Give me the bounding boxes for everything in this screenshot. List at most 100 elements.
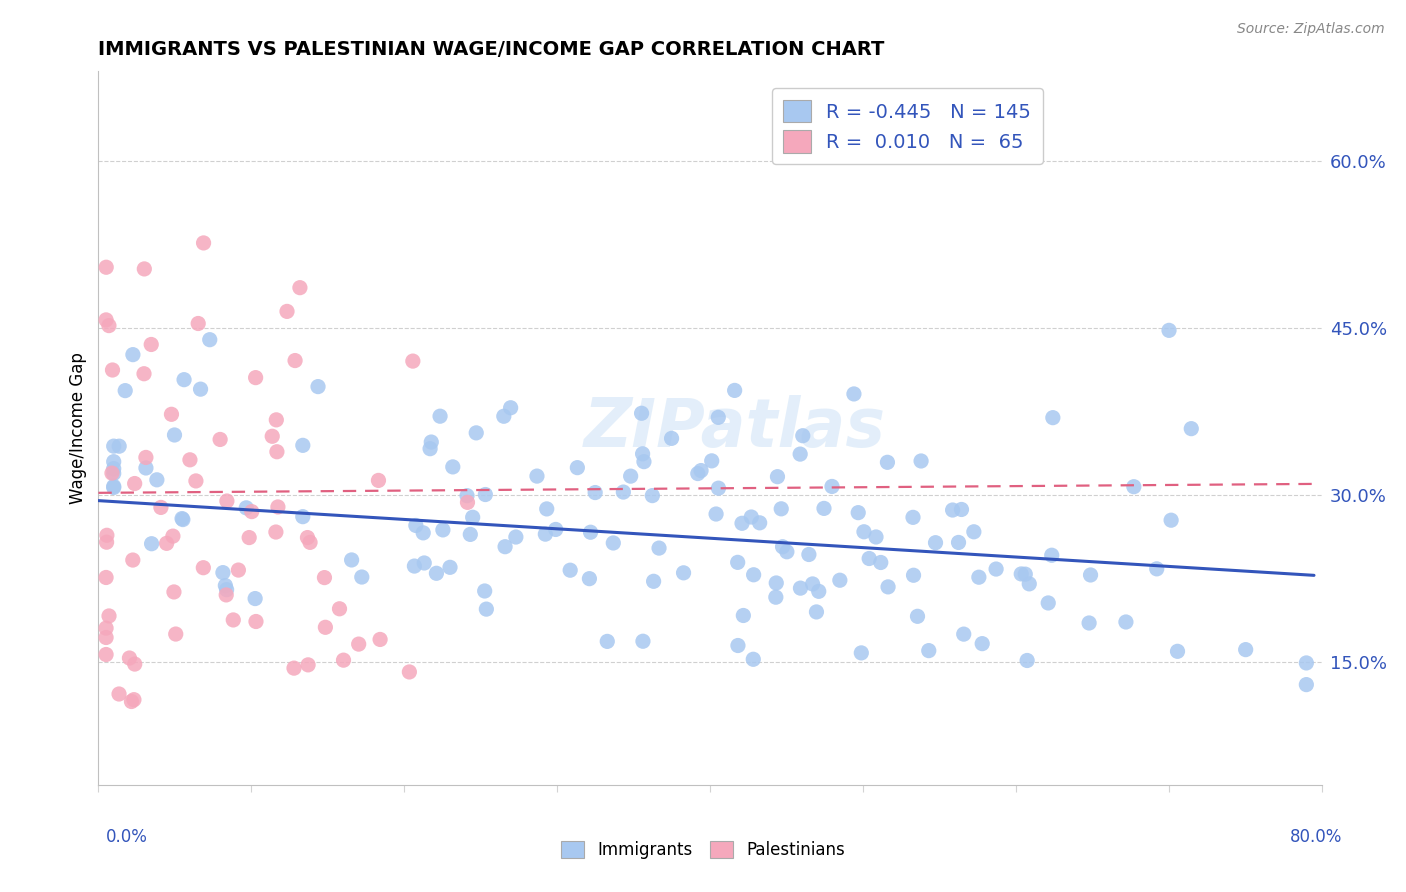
- Text: ZIPatlas: ZIPatlas: [583, 395, 886, 461]
- Point: [661, 431, 683, 445]
- Point: [748, 516, 770, 530]
- Point: [222, 613, 245, 627]
- Point: [686, 467, 709, 481]
- Point: [707, 410, 730, 425]
- Point: [952, 627, 974, 641]
- Point: [120, 694, 142, 708]
- Point: [643, 574, 665, 589]
- Point: [297, 531, 319, 545]
- Point: [456, 489, 478, 503]
- Point: [731, 516, 754, 531]
- Point: [108, 439, 131, 453]
- Point: [792, 428, 814, 442]
- Point: [869, 556, 891, 570]
- Point: [432, 523, 454, 537]
- Point: [163, 428, 186, 442]
- Point: [631, 634, 654, 648]
- Point: [1234, 642, 1257, 657]
- Point: [742, 567, 765, 582]
- Point: [740, 510, 762, 524]
- Point: [368, 632, 391, 647]
- Point: [266, 413, 288, 427]
- Point: [245, 370, 267, 384]
- Text: 80.0%: 80.0%: [1291, 828, 1343, 846]
- Point: [851, 646, 873, 660]
- Point: [94, 621, 117, 635]
- Point: [1042, 410, 1064, 425]
- Point: [918, 643, 941, 657]
- Point: [967, 570, 990, 584]
- Point: [475, 602, 498, 616]
- Point: [620, 469, 643, 483]
- Point: [193, 235, 215, 250]
- Point: [214, 578, 236, 592]
- Point: [165, 627, 187, 641]
- Point: [700, 454, 723, 468]
- Point: [789, 447, 811, 461]
- Point: [648, 541, 671, 555]
- Point: [1122, 480, 1144, 494]
- Point: [1166, 644, 1188, 658]
- Point: [163, 585, 186, 599]
- Point: [821, 479, 844, 493]
- Legend: R = -0.445   N = 145, R =  0.010   N =  65: R = -0.445 N = 145, R = 0.010 N = 65: [772, 88, 1043, 164]
- Point: [103, 455, 125, 469]
- Text: 0.0%: 0.0%: [105, 828, 148, 846]
- Point: [633, 455, 655, 469]
- Point: [149, 500, 172, 515]
- Point: [766, 469, 789, 483]
- Point: [103, 479, 125, 493]
- Point: [146, 473, 169, 487]
- Point: [187, 317, 209, 331]
- Point: [1014, 567, 1036, 582]
- Point: [141, 337, 163, 351]
- Point: [101, 363, 124, 377]
- Point: [876, 455, 898, 469]
- Point: [215, 582, 238, 597]
- Point: [579, 525, 602, 540]
- Point: [291, 509, 314, 524]
- Point: [560, 563, 582, 577]
- Point: [950, 502, 973, 516]
- Point: [235, 500, 257, 515]
- Point: [1180, 422, 1202, 436]
- Point: [727, 639, 749, 653]
- Point: [215, 494, 238, 508]
- Point: [398, 665, 420, 679]
- Y-axis label: Wage/Income Gap: Wage/Income Gap: [69, 352, 87, 504]
- Point: [155, 536, 177, 550]
- Point: [602, 536, 624, 550]
- Point: [776, 545, 799, 559]
- Point: [162, 529, 184, 543]
- Point: [367, 474, 389, 488]
- Point: [94, 631, 117, 645]
- Point: [458, 527, 481, 541]
- Point: [690, 464, 713, 478]
- Point: [266, 444, 288, 458]
- Point: [96, 528, 118, 542]
- Point: [1078, 615, 1101, 630]
- Point: [704, 507, 727, 521]
- Point: [1080, 568, 1102, 582]
- Point: [772, 540, 794, 554]
- Point: [124, 657, 146, 671]
- Point: [461, 510, 484, 524]
- Point: [108, 687, 131, 701]
- Point: [910, 454, 932, 468]
- Point: [901, 510, 924, 524]
- Point: [96, 535, 118, 549]
- Point: [170, 511, 193, 525]
- Point: [439, 560, 461, 574]
- Point: [724, 384, 747, 398]
- Point: [806, 605, 828, 619]
- Point: [630, 406, 652, 420]
- Point: [865, 530, 887, 544]
- Point: [283, 661, 305, 675]
- Point: [789, 581, 811, 595]
- Point: [1160, 513, 1182, 527]
- Point: [505, 530, 527, 544]
- Point: [972, 637, 994, 651]
- Point: [179, 452, 201, 467]
- Point: [184, 474, 207, 488]
- Point: [924, 535, 946, 549]
